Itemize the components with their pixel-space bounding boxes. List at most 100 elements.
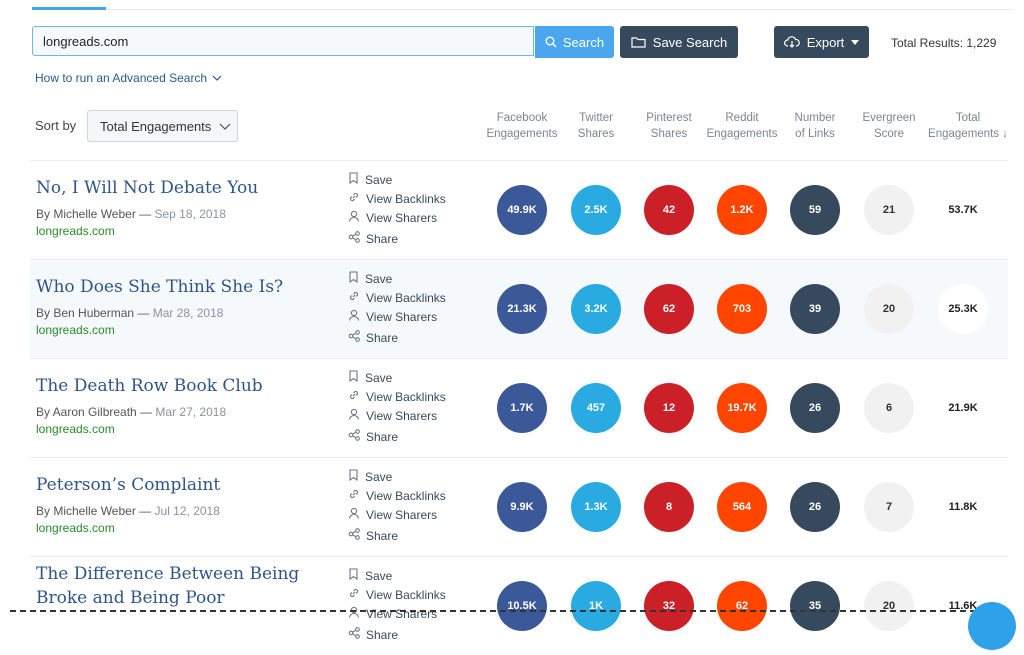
- save-search-button[interactable]: Save Search: [620, 26, 738, 58]
- column-header-facebook[interactable]: Facebook Engagements: [486, 112, 558, 140]
- bookmark-icon: [348, 469, 359, 484]
- chevron-down-icon: [212, 75, 222, 81]
- save-label: Save: [365, 568, 393, 583]
- metric-facebook-engagements: 10.5K: [497, 581, 547, 631]
- view-sharers-label: View Sharers: [366, 408, 438, 423]
- column-header-links[interactable]: Number of Links: [794, 112, 836, 140]
- view-backlinks-label: View Backlinks: [366, 488, 446, 503]
- column-header-total[interactable]: Total Engagements ↓: [928, 112, 1008, 140]
- view-sharers-action[interactable]: View Sharers: [348, 309, 437, 324]
- article-byline: By Aaron Gilbreath — Mar 27, 2018: [36, 405, 227, 419]
- share-action[interactable]: Share: [348, 429, 398, 444]
- share-action[interactable]: Share: [348, 528, 398, 543]
- search-button[interactable]: Search: [535, 26, 614, 58]
- article-title[interactable]: The Difference Between Being Broke and B…: [36, 564, 300, 608]
- view-backlinks-action[interactable]: View Backlinks: [348, 191, 446, 206]
- metric-evergreen-score: 20: [864, 581, 914, 631]
- view-backlinks-action[interactable]: View Backlinks: [348, 389, 446, 404]
- article-author[interactable]: By Michelle Weber: [36, 504, 136, 518]
- column-header-reddit[interactable]: Reddit Engagements: [706, 112, 778, 140]
- article-domain[interactable]: longreads.com: [36, 521, 115, 535]
- metric-reddit-engagements: 1.2K: [717, 185, 767, 235]
- share-icon: [348, 627, 360, 642]
- cloud-download-icon: [783, 36, 800, 48]
- link-icon: [348, 488, 360, 503]
- save-action[interactable]: Save: [348, 271, 392, 286]
- article-byline: By Ben Huberman — Mar 28, 2018: [36, 306, 224, 320]
- share-label: Share: [366, 330, 399, 345]
- advanced-search-label: How to run an Advanced Search: [35, 71, 208, 85]
- view-sharers-label: View Sharers: [366, 210, 438, 225]
- user-icon: [348, 606, 360, 621]
- active-tab-indicator: [32, 7, 106, 10]
- export-button[interactable]: Export: [774, 26, 869, 58]
- search-icon: [545, 36, 557, 48]
- article-title[interactable]: No, I Will Not Debate You: [36, 178, 259, 198]
- share-label: Share: [366, 528, 399, 543]
- save-search-label: Save Search: [652, 34, 728, 50]
- metric-facebook-engagements: 21.3K: [497, 284, 547, 334]
- article-byline: By Michelle Weber — Jul 12, 2018: [36, 504, 220, 518]
- view-backlinks-action[interactable]: View Backlinks: [348, 587, 446, 602]
- search-input[interactable]: [32, 26, 534, 56]
- save-action[interactable]: Save: [348, 469, 392, 484]
- share-icon: [348, 330, 360, 345]
- article-author[interactable]: By Aaron Gilbreath: [36, 405, 137, 419]
- save-action[interactable]: Save: [348, 172, 392, 187]
- view-sharers-label: View Sharers: [366, 309, 438, 324]
- metric-number-of-links: 59: [790, 185, 840, 235]
- user-icon: [348, 507, 360, 522]
- article-domain[interactable]: longreads.com: [36, 323, 115, 337]
- share-icon: [348, 528, 360, 543]
- share-label: Share: [366, 627, 399, 642]
- result-row: The Death Row Book Club By Aaron Gilbreat…: [30, 358, 1008, 457]
- metric-evergreen-score: 7: [864, 482, 914, 532]
- chevron-down-icon: [219, 123, 231, 130]
- save-action[interactable]: Save: [348, 370, 392, 385]
- sort-selected-value: Total Engagements: [100, 118, 212, 134]
- view-sharers-label: View Sharers: [366, 606, 438, 621]
- view-sharers-action[interactable]: View Sharers: [348, 210, 437, 225]
- result-row: No, I Will Not Debate You By Michelle Web…: [30, 160, 1008, 259]
- user-icon: [348, 408, 360, 423]
- column-header-twitter[interactable]: Twitter Shares: [577, 112, 615, 140]
- metric-twitter-shares: 1K: [571, 581, 621, 631]
- metric-evergreen-score: 21: [864, 185, 914, 235]
- folder-icon: [631, 37, 646, 48]
- share-action[interactable]: Share: [348, 330, 398, 345]
- article-title[interactable]: Who Does She Think She Is?: [36, 277, 284, 297]
- share-action[interactable]: Share: [348, 231, 398, 246]
- article-date: Sep 18, 2018: [154, 207, 226, 221]
- share-action[interactable]: Share: [348, 627, 398, 642]
- chat-bubble-icon[interactable]: [968, 602, 1016, 650]
- view-sharers-action[interactable]: View Sharers: [348, 606, 437, 621]
- article-title[interactable]: The Death Row Book Club: [36, 376, 263, 396]
- view-sharers-action[interactable]: View Sharers: [348, 408, 437, 423]
- view-sharers-action[interactable]: View Sharers: [348, 507, 437, 522]
- column-header-evergreen[interactable]: Evergreen Score: [862, 112, 916, 140]
- metric-reddit-engagements: 703: [717, 284, 767, 334]
- column-header-pinterest[interactable]: Pinterest Shares: [646, 112, 692, 140]
- article-domain[interactable]: longreads.com: [36, 422, 115, 436]
- save-action[interactable]: Save: [348, 568, 392, 583]
- save-label: Save: [365, 172, 393, 187]
- metric-pinterest-shares: 12: [644, 383, 694, 433]
- metric-total-engagements: 21.9K: [948, 402, 978, 414]
- save-label: Save: [365, 271, 393, 286]
- metric-number-of-links: 39: [790, 284, 840, 334]
- advanced-search-link[interactable]: How to run an Advanced Search: [35, 71, 222, 85]
- share-icon: [348, 429, 360, 444]
- article-domain[interactable]: longreads.com: [36, 224, 115, 238]
- article-author[interactable]: By Michelle Weber: [36, 207, 136, 221]
- article-date: Jul 12, 2018: [154, 504, 220, 518]
- search-button-label: Search: [562, 34, 605, 50]
- metric-reddit-engagements: 19.7K: [717, 383, 767, 433]
- article-author[interactable]: By Ben Huberman: [36, 306, 135, 320]
- article-title[interactable]: Peterson’s Complaint: [36, 475, 221, 495]
- bookmark-icon: [348, 271, 359, 286]
- view-backlinks-action[interactable]: View Backlinks: [348, 488, 446, 503]
- view-backlinks-action[interactable]: View Backlinks: [348, 290, 446, 305]
- sort-select[interactable]: Total Engagements: [87, 110, 238, 142]
- article-date: Mar 28, 2018: [152, 306, 224, 320]
- view-backlinks-label: View Backlinks: [366, 290, 446, 305]
